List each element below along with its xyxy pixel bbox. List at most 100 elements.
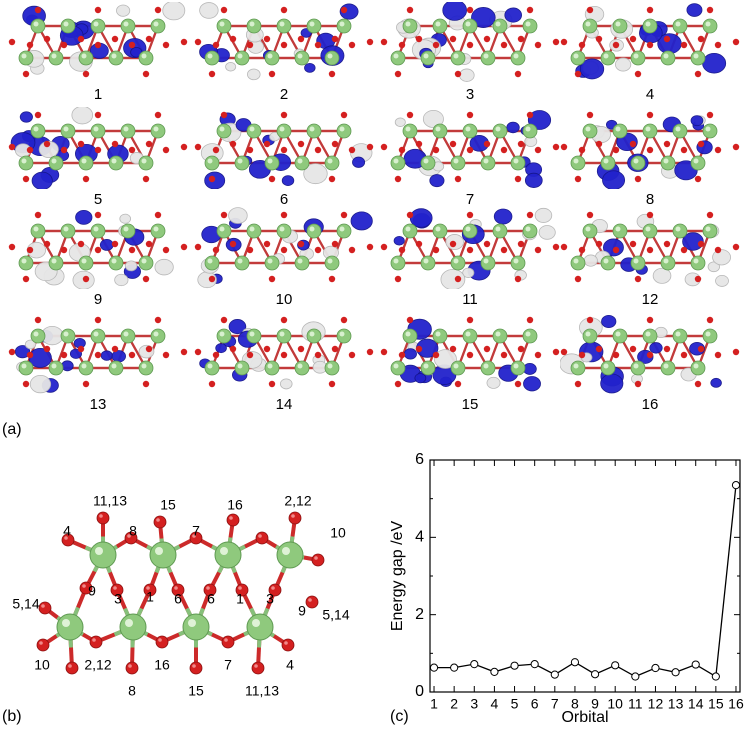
orbital-number: 7 bbox=[465, 191, 475, 208]
orbital-number: 2 bbox=[279, 86, 289, 103]
orbital-image bbox=[194, 316, 374, 390]
orbital-image bbox=[380, 207, 560, 289]
x-axis-label: Orbital bbox=[561, 709, 608, 726]
atom-label: 11,13 bbox=[245, 683, 279, 699]
orbital-image bbox=[560, 211, 740, 287]
data-point bbox=[711, 672, 720, 681]
orbital-number: 15 bbox=[461, 396, 479, 413]
atom-label: 5,14 bbox=[12, 596, 39, 612]
orbital-image bbox=[8, 107, 188, 189]
y-tick-label: 4 bbox=[415, 529, 424, 546]
atom-label: 11,13 bbox=[93, 493, 127, 509]
x-tick-label: 10 bbox=[607, 696, 623, 712]
orbital-image bbox=[380, 316, 560, 392]
x-tick-label: 8 bbox=[571, 696, 579, 712]
data-point bbox=[429, 663, 439, 672]
orbital-image bbox=[380, 109, 560, 188]
data-point bbox=[631, 672, 640, 681]
x-tick-label: 7 bbox=[551, 696, 559, 712]
x-tick-label: 13 bbox=[668, 696, 684, 712]
atom-label: 9 bbox=[298, 603, 306, 619]
atom-label: 15 bbox=[188, 683, 204, 699]
data-point bbox=[671, 668, 680, 677]
x-tick-label: 15 bbox=[708, 696, 724, 712]
atom-label: 15 bbox=[160, 497, 176, 513]
panel-a-orbital-grid: 1 2 3 4 5 6 7 8 9 10 11 12 13 14 15 16 (a) bbox=[2, 2, 740, 438]
orbital-number: 12 bbox=[641, 291, 659, 308]
orbital-number: 14 bbox=[275, 396, 293, 413]
x-tick-label: 6 bbox=[531, 696, 539, 712]
orbital-image bbox=[560, 111, 740, 189]
atom-label: 5,14 bbox=[322, 607, 349, 623]
orbital-number: 4 bbox=[645, 86, 655, 103]
orbital-image bbox=[8, 209, 188, 289]
atom-label: 3 bbox=[114, 591, 122, 607]
series-line bbox=[434, 485, 737, 678]
x-tick-label: 14 bbox=[688, 696, 704, 712]
atom-label: 4 bbox=[63, 523, 71, 539]
x-tick-label: 16 bbox=[728, 696, 744, 712]
x-tick-label: 5 bbox=[511, 696, 519, 712]
orbital-number: 9 bbox=[93, 291, 103, 308]
data-point bbox=[691, 660, 700, 669]
atom-label: 6 bbox=[207, 591, 215, 607]
orbital-image bbox=[380, 2, 560, 82]
data-point bbox=[470, 660, 479, 669]
orbital-image bbox=[8, 2, 188, 78]
y-axis-label: Energy gap /eV bbox=[389, 521, 406, 632]
atom-label: 1 bbox=[236, 591, 244, 607]
orbital-image bbox=[560, 314, 740, 394]
x-tick-label: 11 bbox=[628, 696, 643, 712]
y-tick-label: 6 bbox=[415, 451, 424, 468]
atom-label: 4 bbox=[286, 657, 294, 673]
atom-label: 8 bbox=[129, 523, 137, 539]
atom-label: 7 bbox=[224, 657, 232, 673]
atom-label: 7 bbox=[192, 523, 200, 539]
y-tick-label: 2 bbox=[415, 606, 424, 623]
x-tick-label: 3 bbox=[470, 696, 478, 712]
orbital-image bbox=[560, 3, 740, 80]
orbital-image bbox=[8, 316, 188, 394]
orbital-number: 6 bbox=[279, 191, 289, 208]
panel-b-label: (b) bbox=[2, 708, 22, 725]
atom-label: 3 bbox=[266, 591, 274, 607]
atom-label: 10 bbox=[34, 657, 50, 673]
data-point bbox=[450, 663, 459, 672]
atom-label: 16 bbox=[154, 657, 170, 673]
orbital-number: 11 bbox=[462, 291, 478, 308]
data-point bbox=[651, 663, 660, 673]
x-tick-label: 4 bbox=[491, 696, 499, 712]
data-point bbox=[570, 658, 580, 667]
atom-label: 8 bbox=[128, 683, 136, 699]
orbital-number: 5 bbox=[93, 191, 103, 208]
data-point bbox=[530, 660, 539, 669]
x-tick-label: 12 bbox=[648, 696, 664, 712]
atom-label: 2,12 bbox=[84, 657, 111, 673]
data-point bbox=[510, 661, 519, 670]
data-point bbox=[611, 661, 620, 670]
x-tick-label: 2 bbox=[450, 696, 458, 712]
atom-label: 6 bbox=[174, 591, 182, 607]
atom-label: 9 bbox=[88, 583, 96, 599]
x-tick-label: 1 bbox=[430, 696, 438, 712]
panel-c-label: (c) bbox=[390, 708, 409, 725]
panel-a-label: (a) bbox=[2, 421, 22, 438]
orbital-image bbox=[194, 111, 374, 189]
orbital-number: 8 bbox=[645, 191, 655, 208]
x-tick-label: 9 bbox=[591, 696, 599, 712]
orbital-number: 16 bbox=[641, 396, 659, 413]
atom-label: 1 bbox=[146, 589, 154, 605]
data-point bbox=[590, 670, 600, 679]
atom-label: 2,12 bbox=[284, 493, 311, 509]
orbital-number: 13 bbox=[89, 396, 107, 413]
data-point bbox=[550, 670, 559, 679]
orbital-number: 3 bbox=[465, 86, 475, 103]
plot-frame bbox=[429, 459, 741, 693]
orbital-number: 1 bbox=[93, 86, 103, 103]
data-point bbox=[490, 667, 499, 676]
y-tick-label: 0 bbox=[415, 683, 424, 700]
data-point bbox=[731, 481, 741, 490]
atom-label: 16 bbox=[227, 497, 243, 513]
